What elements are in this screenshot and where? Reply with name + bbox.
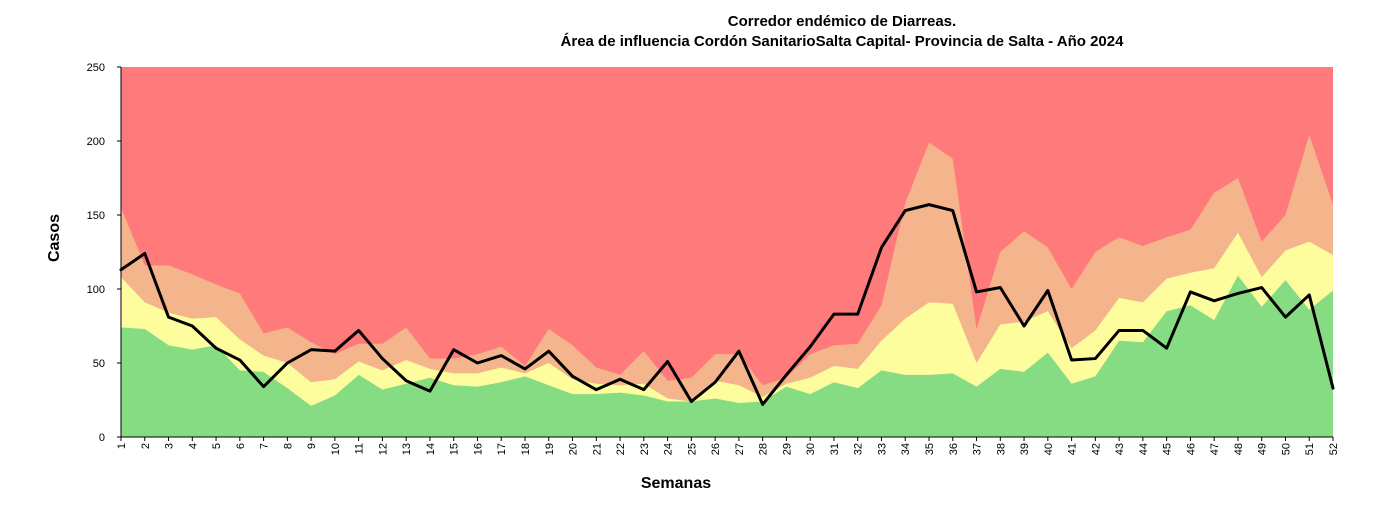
x-tick-label: 13 xyxy=(401,443,413,455)
chart-subtitle: Área de influencia Cordón SanitarioSalta… xyxy=(561,33,1125,50)
y-tick-label: 0 xyxy=(99,432,105,444)
x-tick-label: 52 xyxy=(1328,443,1340,455)
y-ticks: 0 50 100 150 200 250 xyxy=(87,62,121,444)
x-tick-label: 40 xyxy=(1043,443,1055,455)
x-tick-label: 7 xyxy=(259,443,271,449)
x-tick-label: 34 xyxy=(900,443,912,455)
x-tick-label: 15 xyxy=(449,443,461,455)
x-tick-label: 36 xyxy=(948,443,960,455)
x-tick-label: 16 xyxy=(472,443,484,455)
x-tick-label: 32 xyxy=(853,443,865,455)
x-tick-label: 27 xyxy=(734,443,746,455)
series-line-0 xyxy=(119,203,1335,406)
x-tick-label: 47 xyxy=(1209,443,1221,455)
x-tick-label: 8 xyxy=(282,443,294,449)
x-tick-label: 35 xyxy=(924,443,936,455)
x-tick-label: 1 xyxy=(116,443,128,449)
x-tick-label: 24 xyxy=(663,443,675,455)
x-tick-label: 12 xyxy=(377,443,389,455)
x-tick-label: 6 xyxy=(235,443,247,449)
x-tick-label: 9 xyxy=(306,443,318,449)
zone-exito xyxy=(121,275,1333,437)
x-ticks: 1 2 3 4 5 6 7 8 9 10 11 12 13 14 15 16 17 18 19 20 21 22 23 24 2… xyxy=(116,437,1340,455)
x-tick-label: 42 xyxy=(1090,443,1102,455)
x-tick-label: 49 xyxy=(1257,443,1269,455)
x-tick-label: 48 xyxy=(1233,443,1245,455)
x-tick-label: 43 xyxy=(1114,443,1126,455)
y-axis-label: Casos xyxy=(46,214,63,262)
x-tick-label: 39 xyxy=(1019,443,1031,455)
x-tick-label: 20 xyxy=(568,443,580,455)
x-tick-label: 37 xyxy=(972,443,984,455)
plot-area xyxy=(119,67,1335,437)
x-tick-label: 11 xyxy=(354,443,366,454)
y-tick-label: 50 xyxy=(93,358,105,370)
x-tick-label: 30 xyxy=(805,443,817,455)
x-tick-label: 3 xyxy=(164,443,176,449)
x-tick-label: 10 xyxy=(330,443,342,455)
x-tick-label: 38 xyxy=(995,443,1007,455)
x-tick-label: 5 xyxy=(211,443,223,449)
x-tick-label: 44 xyxy=(1138,443,1150,455)
x-tick-label: 50 xyxy=(1280,443,1292,455)
x-tick-label: 23 xyxy=(639,443,651,455)
x-tick-label: 41 xyxy=(1067,443,1079,455)
x-tick-label: 22 xyxy=(615,443,627,455)
x-tick-label: 31 xyxy=(829,443,841,455)
x-tick-label: 29 xyxy=(781,443,793,455)
y-tick-label: 200 xyxy=(87,136,105,148)
x-tick-label: 2 xyxy=(140,443,152,449)
x-tick-label: 28 xyxy=(758,443,770,455)
x-tick-label: 46 xyxy=(1185,443,1197,455)
x-tick-label: 4 xyxy=(187,443,199,449)
y-tick-label: 250 xyxy=(87,62,105,74)
x-tick-label: 26 xyxy=(710,443,722,455)
y-tick-label: 100 xyxy=(87,284,105,296)
x-tick-label: 45 xyxy=(1162,443,1174,455)
chart-title: Corredor endémico de Diarreas. xyxy=(728,13,956,30)
y-tick-label: 150 xyxy=(87,210,105,222)
x-tick-label: 19 xyxy=(544,443,556,455)
x-tick-label: 51 xyxy=(1304,443,1316,455)
x-tick-label: 33 xyxy=(876,443,888,455)
x-tick-label: 25 xyxy=(686,443,698,455)
x-axis-label: Semanas xyxy=(641,475,711,492)
x-tick-label: 18 xyxy=(520,443,532,455)
x-tick-label: 21 xyxy=(591,443,603,455)
x-tick-label: 14 xyxy=(425,443,437,455)
x-tick-label: 17 xyxy=(496,443,508,455)
